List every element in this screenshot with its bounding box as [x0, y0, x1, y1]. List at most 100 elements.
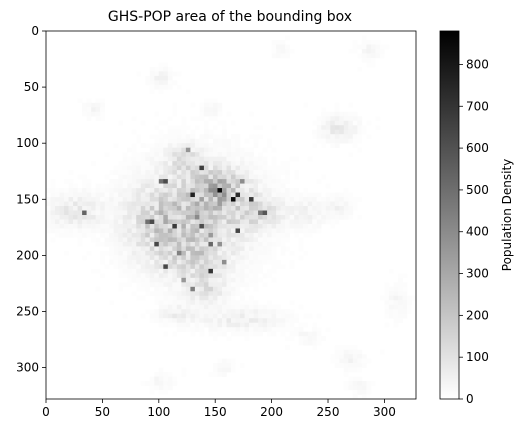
heatmap-cell — [113, 179, 119, 184]
heatmap-cell — [185, 318, 191, 324]
heatmap-cell — [221, 246, 227, 252]
heatmap-cell — [154, 268, 160, 274]
heatmap-cell — [402, 273, 408, 279]
heatmap-cell — [203, 322, 209, 328]
heatmap-cell — [330, 354, 336, 359]
heatmap-cell — [167, 71, 173, 77]
heatmap-cell — [100, 219, 105, 225]
heatmap-cell — [149, 255, 155, 261]
heatmap-cell — [244, 197, 250, 202]
heatmap-cell — [289, 192, 295, 198]
heatmap-cell — [357, 381, 363, 386]
heatmap-cell — [149, 89, 155, 95]
heatmap-cell — [86, 206, 92, 211]
heatmap-cell — [100, 102, 105, 108]
heatmap-cell — [140, 268, 146, 274]
heatmap-cell — [113, 228, 119, 234]
heatmap-cell — [136, 71, 142, 77]
heatmap-cell — [294, 331, 299, 337]
heatmap-cell — [276, 237, 281, 243]
heatmap-cell — [163, 282, 169, 288]
heatmap-cell — [217, 183, 223, 189]
heatmap-cell — [244, 183, 250, 189]
heatmap-cell — [339, 201, 345, 207]
heatmap-cell — [167, 223, 173, 229]
heatmap-cell — [217, 309, 223, 315]
heatmap-cell — [149, 170, 155, 175]
heatmap-cell — [208, 250, 214, 256]
heatmap-cell — [221, 286, 227, 292]
heatmap-cell — [167, 138, 173, 144]
heatmap-cell — [163, 210, 169, 216]
heatmap-cell — [145, 75, 151, 81]
heatmap-cell — [240, 363, 245, 368]
heatmap-cell — [172, 152, 178, 157]
heatmap-cell — [68, 219, 74, 225]
heatmap-cell — [221, 215, 227, 220]
heatmap-cell — [276, 210, 281, 216]
heatmap-cell — [348, 349, 354, 355]
heatmap-cell — [298, 322, 304, 328]
heatmap-cell — [258, 322, 263, 328]
heatmap-cell — [55, 219, 60, 225]
heatmap-cell — [379, 53, 385, 59]
heatmap-cell — [82, 192, 87, 198]
heatmap-cell — [231, 282, 236, 288]
heatmap-cell — [122, 237, 128, 243]
heatmap-cell — [91, 107, 96, 113]
heatmap-cell — [122, 232, 128, 238]
heatmap-cell — [212, 331, 218, 337]
heatmap-cell — [221, 134, 227, 140]
heatmap-cell — [109, 300, 114, 306]
heatmap-cell — [249, 318, 254, 324]
heatmap-cell — [321, 336, 327, 341]
heatmap-cell — [343, 197, 349, 202]
heatmap-cell — [235, 152, 241, 157]
heatmap-cell — [321, 219, 327, 225]
heatmap-cell — [163, 66, 169, 72]
heatmap-cell — [176, 197, 182, 202]
heatmap-cell — [199, 179, 205, 184]
heatmap-cell — [235, 268, 241, 274]
heatmap-cell — [104, 241, 110, 247]
heatmap-cell — [285, 192, 290, 198]
heatmap-cell — [339, 192, 345, 198]
heatmap-cell — [312, 327, 318, 332]
heatmap-cell — [303, 331, 309, 337]
heatmap-cell — [312, 331, 318, 337]
heatmap-cell — [149, 215, 155, 220]
heatmap-cell — [217, 102, 223, 108]
heatmap-cell — [221, 313, 227, 319]
heatmap-cell — [316, 138, 322, 144]
heatmap-cell — [118, 165, 124, 171]
heatmap-cell — [289, 223, 295, 229]
heatmap-cell — [185, 170, 191, 175]
heatmap-cell — [212, 206, 218, 211]
heatmap-cell — [285, 336, 290, 341]
heatmap-cell — [397, 318, 403, 324]
heatmap-cell — [185, 152, 191, 157]
heatmap-cell — [226, 183, 232, 189]
heatmap-cell — [361, 381, 367, 386]
heatmap-cell — [118, 268, 124, 274]
heatmap-cell — [357, 363, 363, 368]
heatmap-cell — [334, 134, 340, 140]
heatmap-cell — [136, 295, 142, 301]
heatmap-cell — [231, 201, 236, 207]
heatmap-cell — [154, 309, 160, 315]
heatmap-cell — [330, 120, 336, 126]
heatmap-cell — [59, 197, 65, 202]
heatmap-cell — [109, 219, 114, 225]
heatmap-cell — [163, 259, 169, 265]
heatmap-cell — [185, 156, 191, 162]
heatmap-cell — [258, 170, 263, 175]
heatmap-cell — [208, 129, 214, 135]
heatmap-cell — [357, 385, 363, 391]
heatmap-cell — [330, 129, 336, 135]
heatmap-cell — [136, 255, 142, 261]
heatmap-cell — [176, 125, 182, 131]
heatmap-cell — [122, 223, 128, 229]
heatmap-cell — [235, 327, 241, 332]
heatmap-cell — [244, 246, 250, 252]
heatmap-cell — [68, 183, 74, 189]
